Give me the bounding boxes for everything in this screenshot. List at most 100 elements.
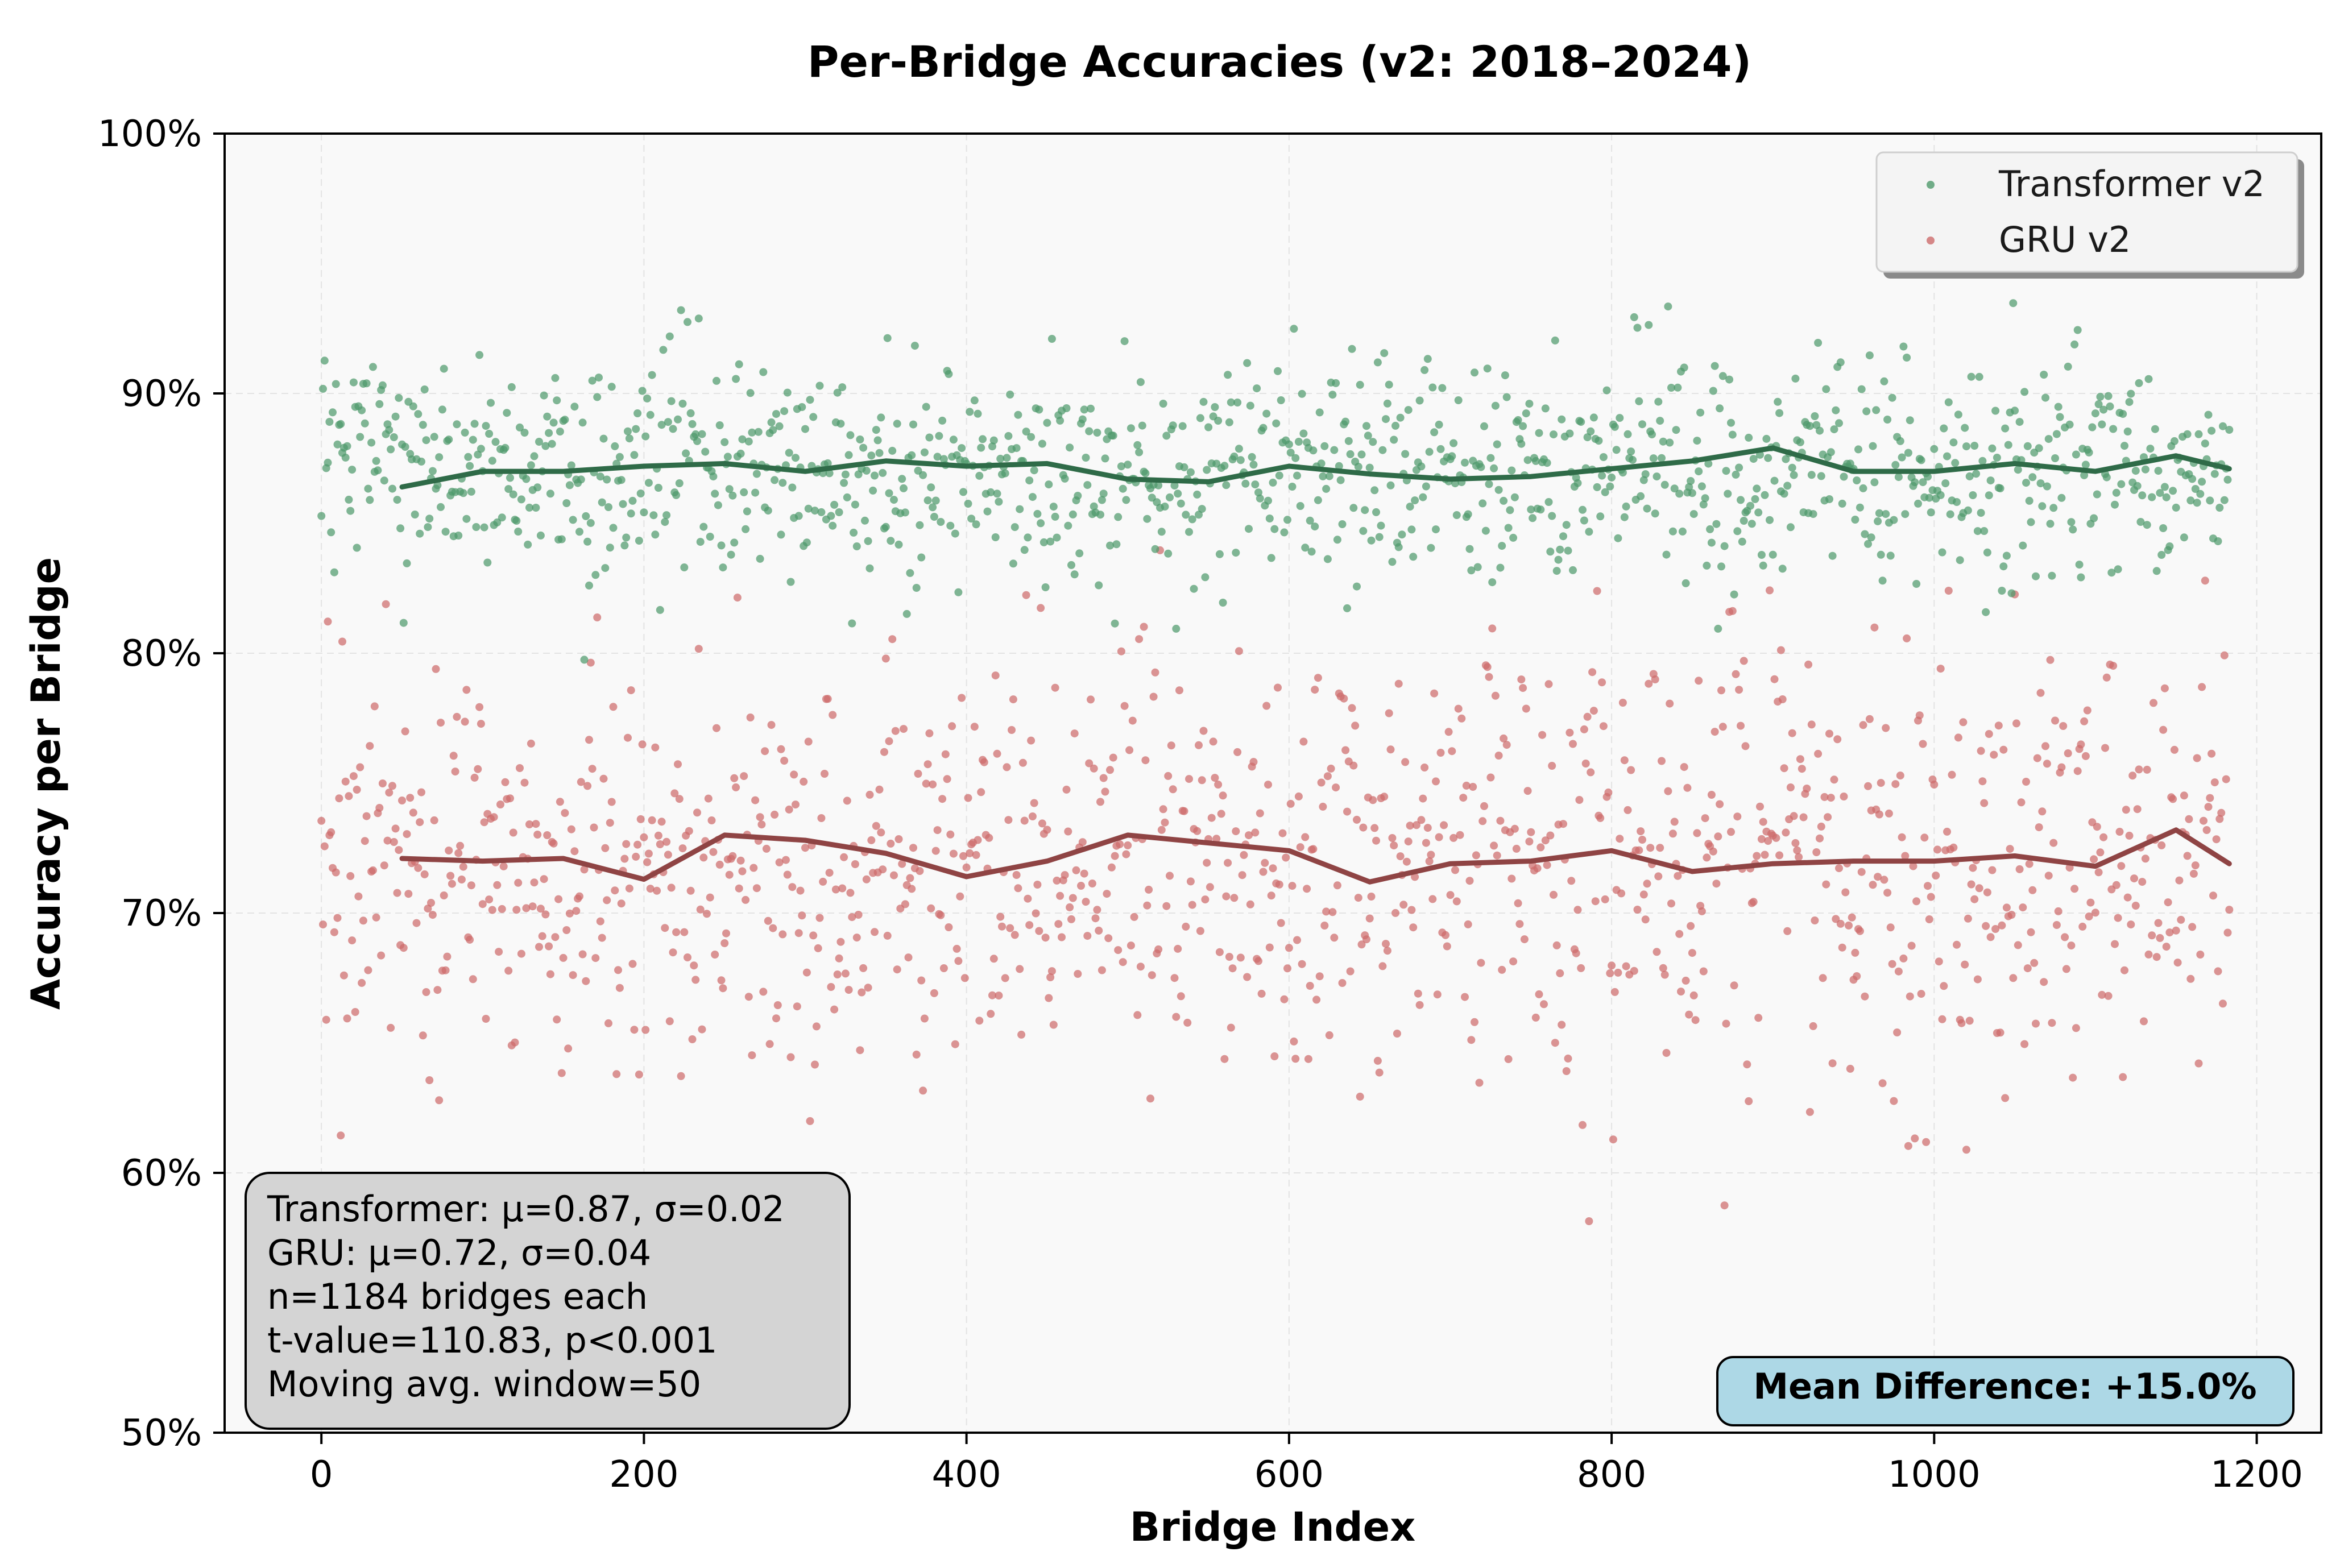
scatter-point — [1377, 521, 1385, 530]
scatter-point — [883, 334, 892, 342]
scatter-point — [1274, 367, 1282, 375]
scatter-point — [988, 442, 996, 451]
scatter-point — [1087, 695, 1095, 704]
scatter-point — [635, 1071, 643, 1078]
scatter-point — [719, 984, 727, 993]
scatter-point — [730, 774, 739, 782]
scatter-point — [1449, 439, 1458, 447]
scatter-point — [825, 469, 834, 478]
scatter-point — [767, 418, 776, 426]
scatter-point — [1707, 538, 1716, 547]
scatter-point — [653, 886, 661, 895]
scatter-point — [811, 507, 819, 515]
scatter-point — [1017, 1030, 1026, 1039]
scatter-point — [1938, 1015, 1946, 1023]
scatter-point — [995, 992, 1003, 1000]
scatter-point — [2002, 903, 2011, 912]
scatter-point — [2014, 466, 2022, 474]
scatter-point — [904, 953, 913, 962]
scatter-point — [1322, 484, 1331, 493]
scatter-point — [1346, 967, 1355, 976]
scatter-point — [2215, 504, 2224, 512]
scatter-point — [743, 507, 751, 516]
scatter-point — [1398, 530, 1406, 539]
scatter-point — [1587, 768, 1595, 777]
scatter-point — [1054, 920, 1063, 928]
scatter-point — [2093, 823, 2101, 831]
scatter-point — [1032, 909, 1040, 918]
scatter-point — [1666, 438, 1674, 447]
scatter-point — [640, 833, 648, 841]
scatter-point — [2096, 392, 2105, 401]
scatter-point — [1454, 396, 1463, 404]
scatter-point — [1046, 537, 1055, 546]
scatter-point — [2117, 480, 2126, 488]
scatter-point — [2210, 470, 2219, 478]
scatter-point — [1548, 762, 1556, 770]
scatter-point — [1277, 919, 1285, 927]
scatter-point — [678, 844, 687, 853]
scatter-point — [1111, 852, 1119, 860]
scatter-point — [1454, 704, 1463, 713]
scatter-point — [1962, 442, 1970, 451]
scatter-point — [1859, 721, 1867, 729]
scatter-point — [1737, 721, 1745, 730]
scatter-point — [2196, 490, 2205, 498]
scatter-point — [798, 911, 806, 920]
scatter-point — [669, 948, 677, 957]
scatter-point — [1462, 781, 1471, 790]
scatter-point — [843, 797, 851, 805]
scatter-point — [1045, 480, 1053, 489]
scatter-point — [831, 885, 840, 894]
scatter-point — [977, 443, 985, 452]
scatter-point — [1101, 454, 1109, 463]
scatter-point — [1766, 586, 1774, 595]
scatter-point — [2062, 965, 2070, 973]
scatter-point — [1754, 508, 1763, 517]
scatter-point — [1177, 992, 1185, 1001]
scatter-point — [1301, 833, 1310, 841]
legend-box — [1875, 151, 2298, 273]
scatter-point — [1365, 463, 1374, 472]
scatter-point — [2020, 388, 2029, 396]
scatter-point — [2070, 885, 2079, 893]
scatter-point — [343, 1014, 351, 1023]
scatter-point — [1846, 1064, 1854, 1073]
scatter-point — [656, 605, 664, 614]
scatter-point — [543, 412, 552, 421]
scatter-point — [435, 453, 444, 462]
scatter-point — [2090, 514, 2098, 522]
scatter-point — [1859, 484, 1867, 492]
scatter-point — [1299, 429, 1308, 438]
scatter-point — [395, 846, 403, 854]
scatter-point — [1185, 775, 1193, 783]
scatter-point — [1548, 512, 1556, 520]
scatter-point — [1070, 570, 1079, 579]
scatter-point — [615, 453, 624, 461]
scatter-point — [1618, 468, 1627, 477]
scatter-point — [1193, 827, 1202, 835]
scatter-point — [900, 484, 908, 492]
y-axis-ticks: 50%60%70%80%90%100% — [98, 113, 225, 1454]
scatter-point — [1656, 844, 1664, 852]
scatter-point — [1215, 550, 1224, 558]
scatter-point — [1589, 413, 1598, 422]
scatter-point — [366, 742, 374, 750]
scatter-point — [1766, 516, 1774, 524]
scatter-point — [2189, 869, 2198, 878]
scatter-point — [960, 974, 969, 982]
scatter-point — [1257, 989, 1266, 998]
scatter-point — [1680, 763, 1688, 771]
scatter-point — [1722, 1019, 1730, 1028]
scatter-point — [1896, 771, 1904, 780]
scatter-point — [1477, 959, 1485, 967]
scatter-point — [1186, 877, 1195, 886]
scatter-point — [1183, 1018, 1192, 1027]
scatter-point — [2080, 717, 2089, 725]
scatter-point — [1935, 957, 1943, 966]
scatter-point — [1701, 494, 1709, 503]
stats-line-window: Moving avg. window=50 — [267, 1363, 701, 1405]
scatter-point — [1973, 975, 1982, 984]
scatter-point — [1828, 1059, 1837, 1068]
scatter-point — [1967, 880, 1975, 889]
